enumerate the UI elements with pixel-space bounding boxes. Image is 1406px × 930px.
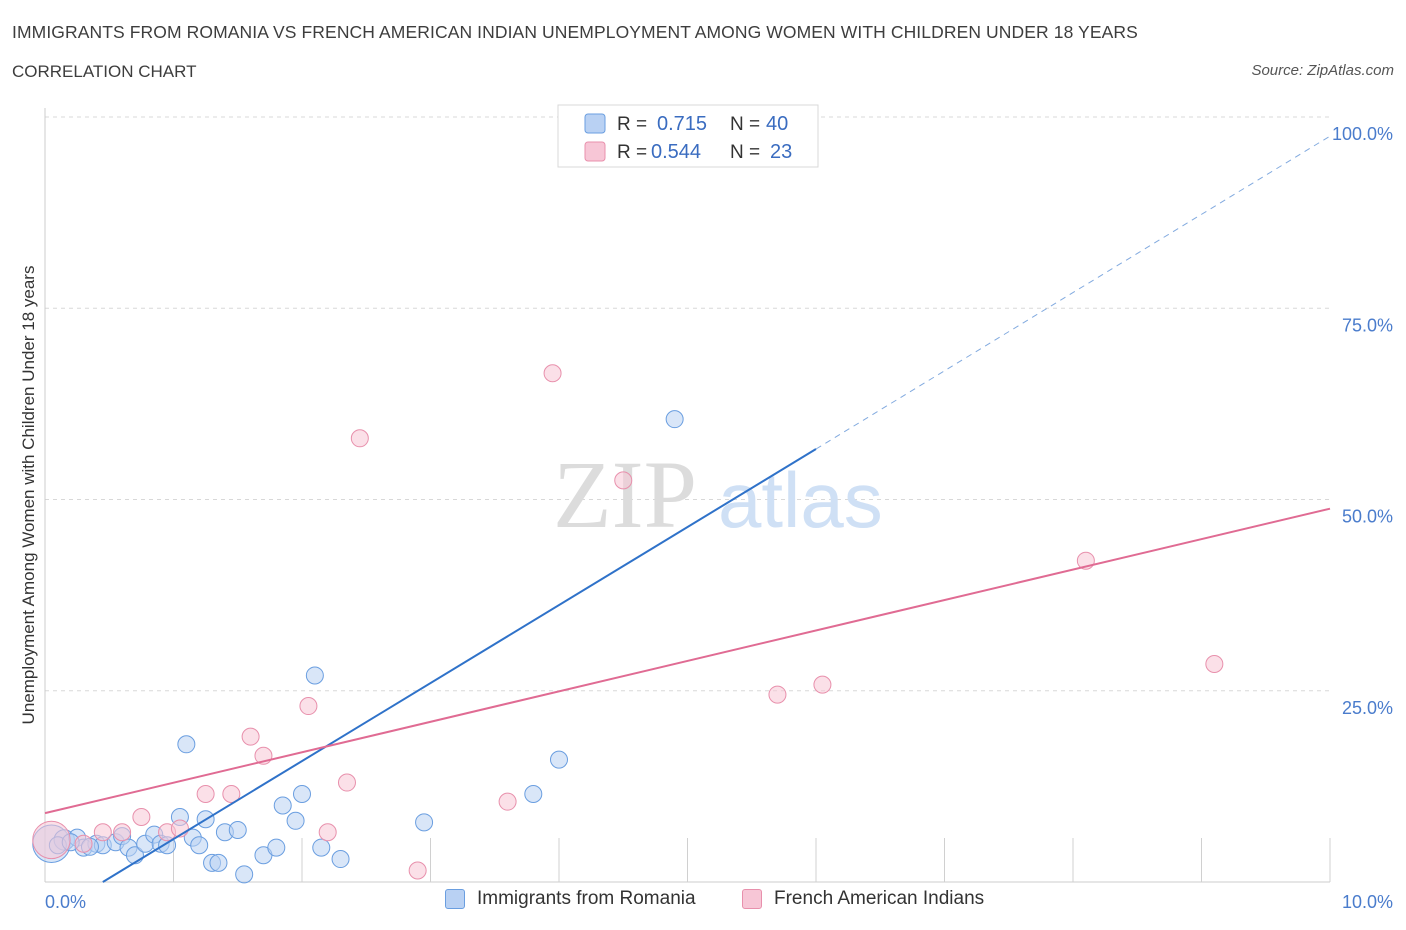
point-french-american-indians-17: [543, 364, 562, 383]
trend-line-romania: [102, 448, 817, 883]
series-legend: Immigrants from Romania French American …: [0, 888, 1406, 918]
point-french-american-indians-4: [132, 807, 151, 826]
point-french-american-indians-7: [196, 785, 215, 804]
point-french-american-indians-11: [299, 697, 318, 716]
legend-label-romania: Immigrants from Romania: [477, 888, 696, 909]
trend-line-french-american-indians: [44, 507, 1331, 815]
point-french-american-indians-2: [93, 823, 112, 842]
legend-label-french-american-indians: French American Indians: [774, 888, 985, 909]
legend-n-label-1: N =: [730, 114, 760, 135]
legend-swatch-french-american-indians: [742, 889, 762, 909]
point-french-american-indians-14: [350, 429, 369, 448]
point-romania-30: [312, 838, 331, 857]
legend-swatch-pink: [584, 141, 606, 162]
watermark-atlas: atlas: [718, 456, 883, 544]
trend-lines: [44, 135, 1331, 883]
point-french-american-indians-19: [768, 685, 787, 704]
legend-n-value-2: 23: [770, 141, 792, 163]
y-tick-label-3: 25.0%: [1342, 698, 1393, 718]
legend-swatch-blue: [584, 113, 606, 134]
point-romania-34: [550, 750, 568, 769]
point-romania-33: [524, 785, 543, 804]
legend-item-romania: Immigrants from Romania: [445, 888, 696, 910]
point-romania-32: [415, 813, 434, 832]
legend-r-label-2: R =: [617, 142, 647, 163]
chart-title: IMMIGRANTS FROM ROMANIA VS FRENCH AMERIC…: [12, 22, 1138, 42]
point-french-american-indians-1: [74, 834, 93, 853]
x-tick-label-1: 10.0%: [1342, 892, 1393, 912]
point-french-american-indians-9: [241, 727, 260, 746]
watermark-zip: ZIP: [553, 441, 697, 548]
legend-n-value-1: 40: [766, 113, 788, 135]
point-french-american-indians-8: [222, 785, 241, 804]
legend-swatch-romania: [445, 889, 465, 909]
point-romania-22: [228, 820, 247, 839]
x-tick-labels: 0.0% 10.0%: [45, 892, 1393, 912]
y-tick-labels: 100.0% 75.0% 50.0% 25.0%: [1332, 124, 1393, 718]
legend-r-label-1: R =: [617, 114, 647, 135]
point-french-american-indians-3: [113, 823, 132, 842]
point-romania-31: [331, 850, 350, 869]
chart-subtitle: CORRELATION CHART: [12, 62, 197, 81]
point-romania-15: [177, 735, 196, 754]
point-romania-17: [190, 836, 209, 855]
point-romania-29: [305, 666, 324, 685]
point-french-american-indians-0: [32, 820, 71, 860]
point-romania-26: [273, 796, 292, 815]
point-french-american-indians-16: [498, 792, 517, 811]
point-romania-28: [293, 785, 311, 804]
stats-legend: R = 0.715 N = 40 R = 0.544 N = 23: [557, 104, 819, 168]
point-romania-25: [267, 838, 286, 857]
point-french-american-indians-13: [337, 773, 356, 792]
y-tick-label-0: 100.0%: [1332, 124, 1393, 144]
trend-line-romania-extension: [815, 135, 1331, 450]
data-points: [32, 111, 1224, 884]
legend-r-value-1: 0.715: [657, 113, 707, 135]
grid-lines: [45, 116, 1330, 692]
point-romania-27: [286, 811, 305, 830]
point-french-american-indians-12: [318, 823, 337, 842]
x-tick-label-0: 0.0%: [45, 892, 86, 912]
point-french-american-indians-20: [813, 675, 832, 694]
y-tick-label-2: 50.0%: [1342, 507, 1393, 527]
point-french-american-indians-22: [1205, 654, 1224, 673]
point-french-american-indians-15: [408, 861, 427, 880]
axes: [44, 108, 1331, 883]
point-romania-35: [665, 410, 684, 429]
point-french-american-indians-18: [614, 471, 633, 490]
point-romania-20: [209, 853, 228, 872]
source-credit: Source: ZipAtlas.com: [1251, 62, 1394, 79]
legend-n-label-2: N =: [730, 142, 760, 163]
legend-r-value-2: 0.544: [651, 141, 701, 163]
y-axis-label: Unemployment Among Women with Children U…: [19, 266, 38, 725]
point-romania-23: [235, 865, 254, 884]
y-tick-label-1: 75.0%: [1342, 315, 1393, 335]
legend-item-french-american-indians: French American Indians: [742, 888, 984, 910]
